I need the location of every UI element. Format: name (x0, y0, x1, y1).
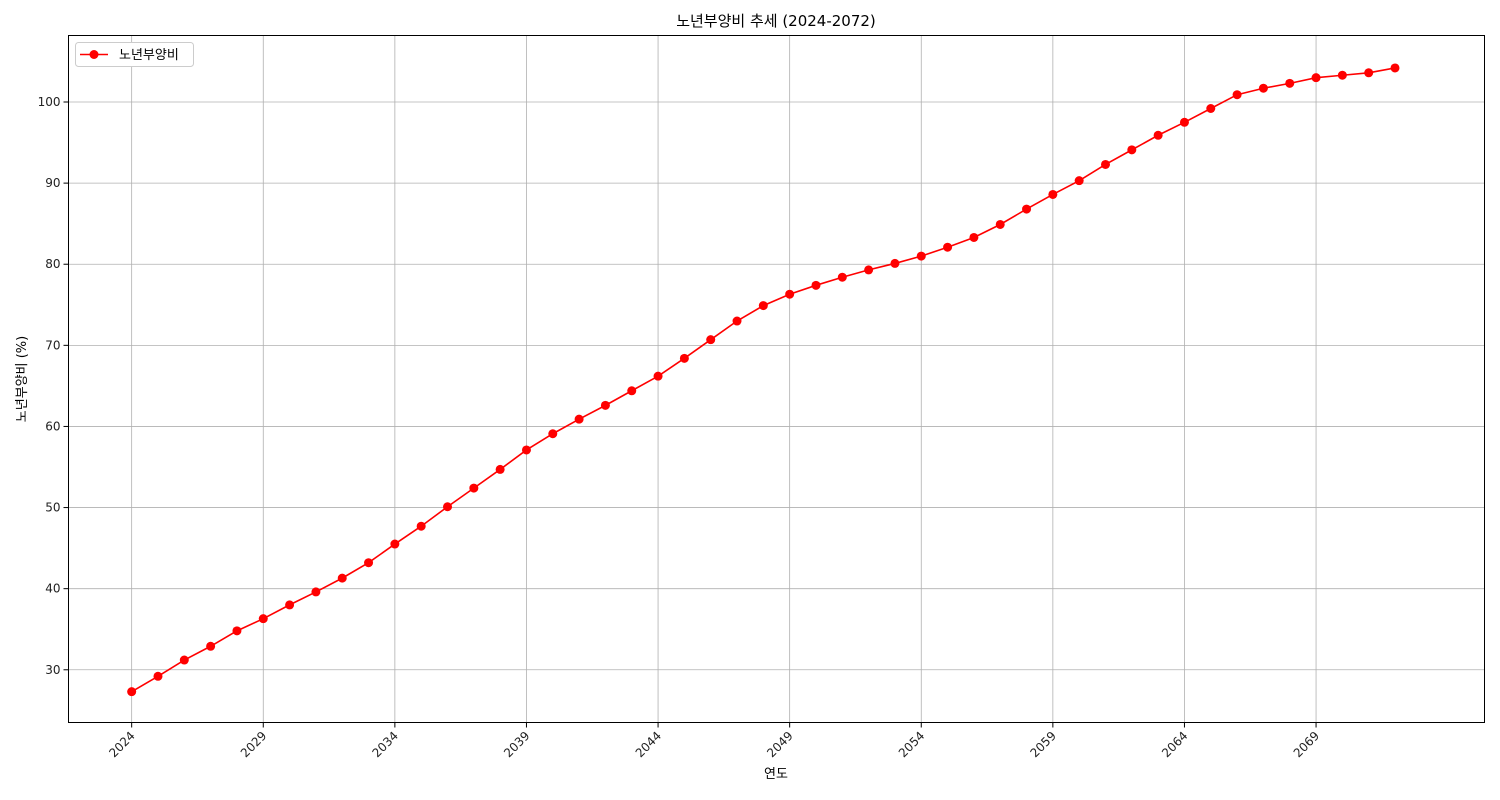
x-tick-label: 2049 (764, 729, 795, 760)
data-point (1258, 83, 1268, 93)
y-tick-label: 90 (45, 176, 60, 190)
y-axis-label: 노년부양비 (%) (15, 336, 30, 422)
data-point (1390, 63, 1400, 73)
data-point (1206, 103, 1216, 113)
data-point (1285, 78, 1295, 88)
data-point (995, 219, 1005, 229)
data-point (574, 414, 584, 424)
data-point (653, 371, 663, 381)
data-point (495, 464, 505, 474)
x-tick-label: 2069 (1291, 729, 1322, 760)
data-point (864, 265, 874, 275)
x-tick-label: 2034 (369, 729, 400, 760)
x-tick-label: 2059 (1027, 729, 1058, 760)
y-axis: 30 40 50 60 70 80 90 100 (38, 95, 69, 677)
data-point (364, 558, 374, 568)
data-point (837, 272, 847, 282)
data-point (706, 335, 716, 345)
data-point (943, 242, 953, 252)
x-axis-label: 연도 (764, 767, 788, 782)
y-tick-label: 30 (45, 663, 60, 677)
grid (68, 35, 1485, 723)
data-point (258, 614, 268, 624)
y-tick-label: 100 (38, 95, 61, 109)
data-point (285, 600, 295, 610)
data-point (416, 521, 426, 531)
data-point (916, 251, 926, 261)
data-point (548, 429, 558, 439)
data-point (969, 232, 979, 242)
data-point (337, 573, 347, 583)
plot-frame (68, 35, 1485, 723)
legend: 노년부양비 (75, 42, 194, 67)
data-point (232, 626, 242, 636)
y-tick-label: 50 (45, 501, 60, 515)
series-layer (127, 63, 1400, 697)
data-point (1232, 90, 1242, 100)
y-tick-label: 40 (45, 582, 60, 596)
data-point (1100, 159, 1110, 169)
data-point (311, 587, 321, 597)
data-point (679, 353, 689, 363)
data-point (443, 502, 453, 512)
x-axis: 2024 2029 2034 2039 2044 2049 2054 2059 2064 2069 (106, 722, 1322, 760)
chart-title: 노년부양비 추세 (2024-2072) (676, 12, 876, 30)
data-point (521, 445, 531, 455)
x-tick-label: 2039 (501, 729, 532, 760)
data-point (811, 280, 821, 290)
data-point (469, 483, 479, 493)
data-point (1364, 68, 1374, 78)
data-point (732, 316, 742, 326)
legend-box (75, 42, 194, 67)
x-tick-label: 2054 (896, 729, 927, 760)
data-point (1127, 145, 1137, 155)
y-tick-label: 70 (45, 338, 60, 352)
data-point (153, 671, 163, 681)
legend-label: 노년부양비 (119, 48, 179, 63)
series-line (131, 67, 1396, 693)
data-point (390, 539, 400, 549)
data-point (1074, 176, 1084, 186)
data-point (1153, 130, 1163, 140)
x-tick-label: 2064 (1159, 729, 1190, 760)
data-point (785, 289, 795, 299)
data-point (179, 655, 189, 665)
y-tick-label: 60 (45, 419, 60, 433)
data-point (890, 258, 900, 268)
data-point (1311, 73, 1321, 83)
x-tick-label: 2024 (106, 729, 137, 760)
data-point (627, 386, 637, 396)
data-point (206, 641, 216, 651)
x-tick-label: 2044 (633, 729, 664, 760)
data-point (1179, 117, 1189, 127)
data-point (1048, 189, 1058, 199)
data-point (758, 301, 768, 311)
data-point (1022, 204, 1032, 214)
data-point (1337, 70, 1347, 80)
y-tick-label: 80 (45, 257, 60, 271)
x-tick-label: 2029 (238, 729, 269, 760)
data-point (127, 687, 137, 697)
data-point (600, 400, 610, 410)
legend-marker-swatch (89, 50, 99, 59)
